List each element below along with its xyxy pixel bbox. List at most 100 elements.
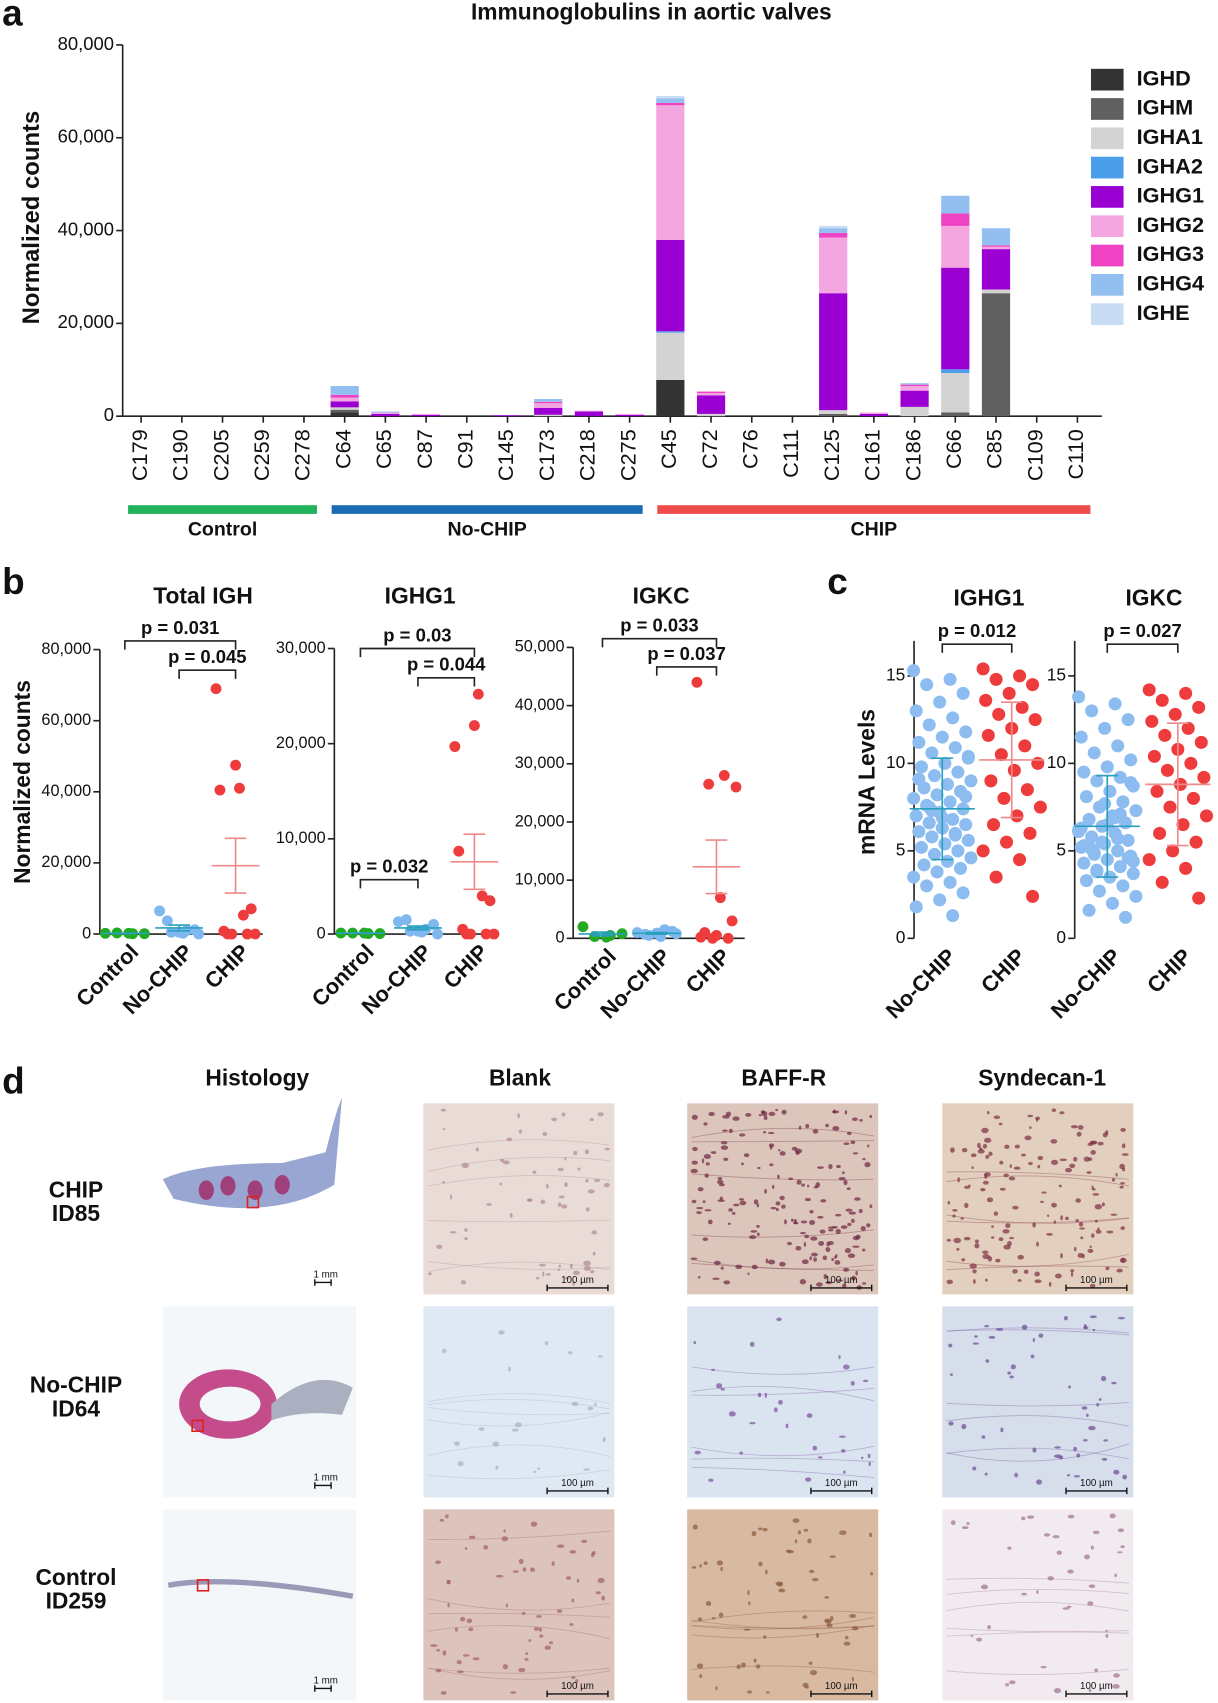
- stain-spot: [569, 1263, 573, 1269]
- stain-spot: [1102, 1132, 1108, 1138]
- data-point: [1077, 856, 1091, 870]
- stain-spot: [864, 1162, 871, 1168]
- stain-spot: [791, 1146, 798, 1151]
- bar-segment: [696, 391, 726, 393]
- stain-spot: [1055, 1273, 1062, 1279]
- data-point: [726, 915, 738, 927]
- legend-label: IGHD: [1137, 65, 1191, 90]
- stain-spot: [436, 1648, 441, 1652]
- data-point: [1092, 884, 1106, 898]
- stain-spot: [801, 1259, 809, 1265]
- scale-bar: [1065, 1690, 1128, 1698]
- bar-segment: [819, 410, 848, 414]
- y-tick-label: 10,000: [276, 829, 326, 847]
- data-point: [943, 672, 957, 686]
- x-tick-label: C72: [697, 429, 722, 469]
- stain-spot: [843, 1364, 850, 1370]
- legend-label: IGHG4: [1137, 271, 1205, 296]
- significance-bracket: [655, 666, 718, 676]
- stain-spot: [518, 1129, 523, 1134]
- data-point: [1155, 693, 1169, 707]
- stain-spot: [1024, 1135, 1032, 1141]
- stain-spot: [1120, 1545, 1125, 1549]
- stain-spot: [974, 1243, 980, 1249]
- stain-spot: [820, 1199, 827, 1203]
- stain-spot: [1005, 1223, 1011, 1229]
- stain-spot: [765, 1691, 770, 1694]
- stain-spot: [1054, 1446, 1061, 1449]
- y-axis-label: mRNA Levels: [853, 709, 879, 855]
- stain-spot: [948, 1343, 953, 1348]
- stain-spot: [999, 1187, 1006, 1191]
- scale-bar: [314, 1685, 332, 1692]
- scale-bar: [546, 1284, 609, 1292]
- stain-spot: [1090, 1545, 1095, 1550]
- stain-spot: [1017, 1254, 1024, 1260]
- stain-spot: [590, 1269, 595, 1274]
- y-tick-label: 20,000: [276, 734, 326, 752]
- stain-spot: [981, 1127, 989, 1134]
- legend-swatch: [1090, 68, 1124, 91]
- stain-spot: [1036, 1590, 1039, 1595]
- data-point: [953, 861, 968, 875]
- stain-spot: [1089, 1283, 1096, 1288]
- stain-spot: [1009, 1237, 1014, 1240]
- stain-spot: [1112, 1684, 1120, 1689]
- stain-spot: [517, 1113, 520, 1119]
- stain-spot: [569, 1550, 577, 1554]
- panel-letter: d: [2, 1061, 25, 1102]
- stain-spot: [454, 1627, 458, 1632]
- stain-spot: [1060, 1253, 1063, 1259]
- stain-spot: [861, 1456, 864, 1460]
- stain-spot: [1082, 1253, 1085, 1259]
- stain-spot: [1029, 1126, 1032, 1130]
- fiber: [427, 1469, 611, 1480]
- stain-spot: [777, 1582, 783, 1587]
- stain-spot: [847, 1222, 852, 1227]
- stain-spot: [727, 1222, 731, 1225]
- stain-spot: [719, 1196, 723, 1201]
- data-point: [577, 921, 589, 933]
- group-bar: [657, 505, 1091, 514]
- data-point: [1103, 784, 1117, 798]
- bar-segment: [330, 397, 359, 402]
- stain-spot: [849, 1613, 857, 1618]
- stain-spot: [522, 1567, 527, 1572]
- stain-spot: [518, 1667, 526, 1673]
- data-point: [927, 847, 941, 861]
- stain-spot: [536, 1615, 542, 1618]
- data-point: [488, 928, 500, 940]
- stain-spot: [738, 1198, 745, 1201]
- stain-spot: [1098, 1398, 1102, 1401]
- data-point: [1031, 756, 1045, 770]
- significance-bracket: [417, 676, 476, 687]
- stain-spot: [1121, 1143, 1126, 1149]
- data-point: [400, 914, 412, 926]
- fiber: [691, 1173, 874, 1181]
- stain-spot: [722, 1114, 730, 1119]
- data-point: [1079, 790, 1093, 804]
- stain-spot: [815, 1182, 821, 1188]
- bar-segment: [411, 413, 441, 415]
- stain-spot: [851, 1676, 855, 1682]
- stain-spot: [825, 1123, 829, 1128]
- stain-spot: [703, 1561, 708, 1565]
- data-point: [484, 895, 496, 907]
- stain-spot: [986, 1197, 994, 1203]
- stain-spot: [991, 1225, 994, 1228]
- stain-spot: [1101, 1202, 1105, 1207]
- stain-spot: [764, 1188, 767, 1194]
- stain-spot: [442, 1128, 446, 1131]
- data-point: [989, 870, 1003, 884]
- data-point: [925, 746, 939, 760]
- stain-spot: [1036, 1479, 1043, 1485]
- data-point: [946, 909, 960, 923]
- stain-spot: [786, 1549, 792, 1553]
- stain-spot: [841, 1449, 846, 1453]
- stain-spot: [843, 1142, 850, 1146]
- stain-spot: [839, 1530, 847, 1536]
- stain-spot: [718, 1612, 724, 1618]
- y-tick-label: 40,000: [515, 696, 565, 714]
- fiber: [427, 1175, 611, 1187]
- legend-swatch: [1090, 127, 1124, 150]
